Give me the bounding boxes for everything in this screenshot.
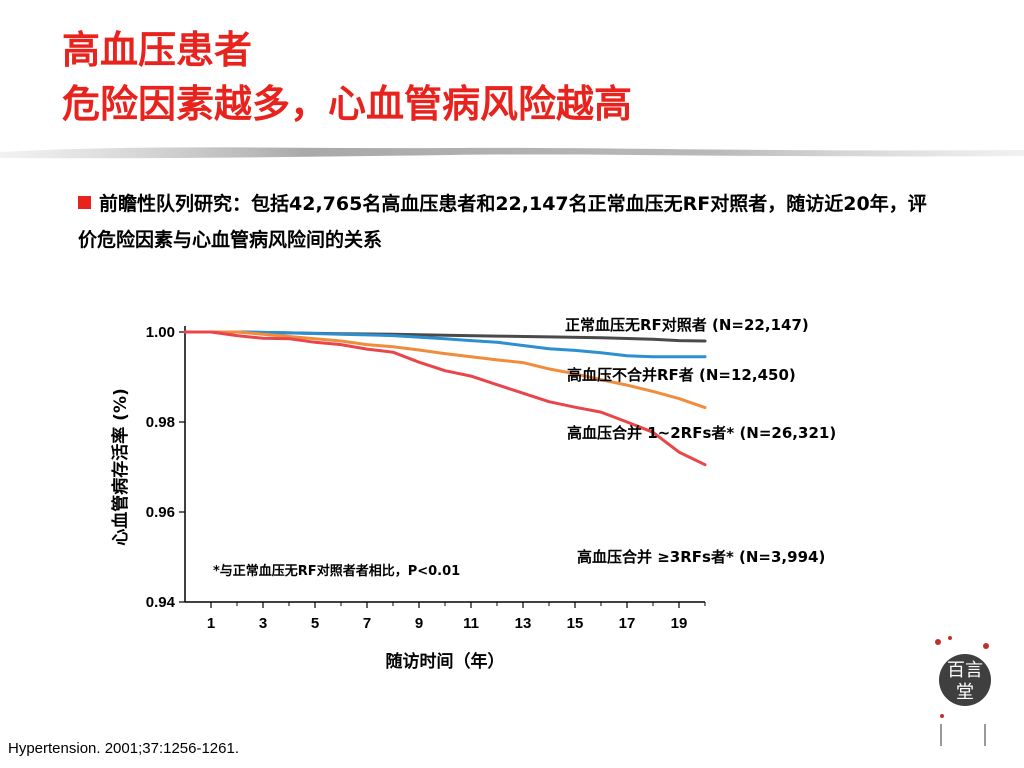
series-line-2 [183,330,707,359]
x-tick-label: 15 [567,615,584,632]
reference-citation: Hypertension. 2001;37:1256-1261. [8,740,240,757]
series-label-1: 正常血压无RF对照者 (N=22,147) [565,316,809,334]
brand-seal-logo: 百言 堂 [935,636,991,746]
y-tick-label: 0.98 [146,414,175,431]
x-tick-label: 13 [515,615,532,632]
x-tick-label: 7 [363,615,371,632]
y-tick-label: 0.96 [146,504,175,521]
x-tick-label: 5 [311,615,319,632]
y-axis-label: 心血管病存活率 (%) [110,388,131,546]
bullet-paragraph: 前瞻性队列研究：包括42,765名高血压患者和22,147名正常血压无RF对照者… [78,186,938,258]
chart-series [183,330,707,467]
y-tick-label: 0.94 [146,594,176,611]
chart-labels: 0.940.960.981.001 3 5 7 9 11 13 15 17 19随访时间（年）心血… [110,316,836,672]
x-tick-label: 11 [463,615,479,632]
bullet-text: 前瞻性队列研究：包括42,765名高血压患者和22,147名正常血压无RF对照者… [78,193,927,251]
x-tick-label: 9 [415,615,423,632]
x-tick-label: 1 [207,615,215,632]
series-line-3 [183,330,707,410]
brush-stroke-divider [0,147,1024,159]
series-label-4: 高血压合并 ≥3RFs者* (N=3,994) [577,548,825,566]
bullet-square-icon [78,196,91,209]
svg-text:百言: 百言 [947,660,983,681]
y-tick-label: 1.00 [146,324,175,341]
series-label-2: 高血压不合并RF者 (N=12,450) [567,366,796,384]
x-tick-label: 17 [619,615,636,632]
significance-annotation: *与正常血压无RF对照者者相比，P<0.01 [213,563,460,579]
svg-text:堂: 堂 [956,682,974,703]
slide-title-line2: 危险因素越多，心血管病风险越高 [62,82,633,126]
x-tick-label: 3 [259,615,267,632]
slide-title-line1: 高血压患者 [62,28,253,72]
chart-axes [179,326,706,608]
series-label-3: 高血压合并 1~2RFs者* (N=26,321) [567,424,836,442]
x-axis-label: 随访时间（年） [386,651,505,672]
x-tick-label: 19 [671,615,688,632]
series-line-4 [183,330,707,467]
